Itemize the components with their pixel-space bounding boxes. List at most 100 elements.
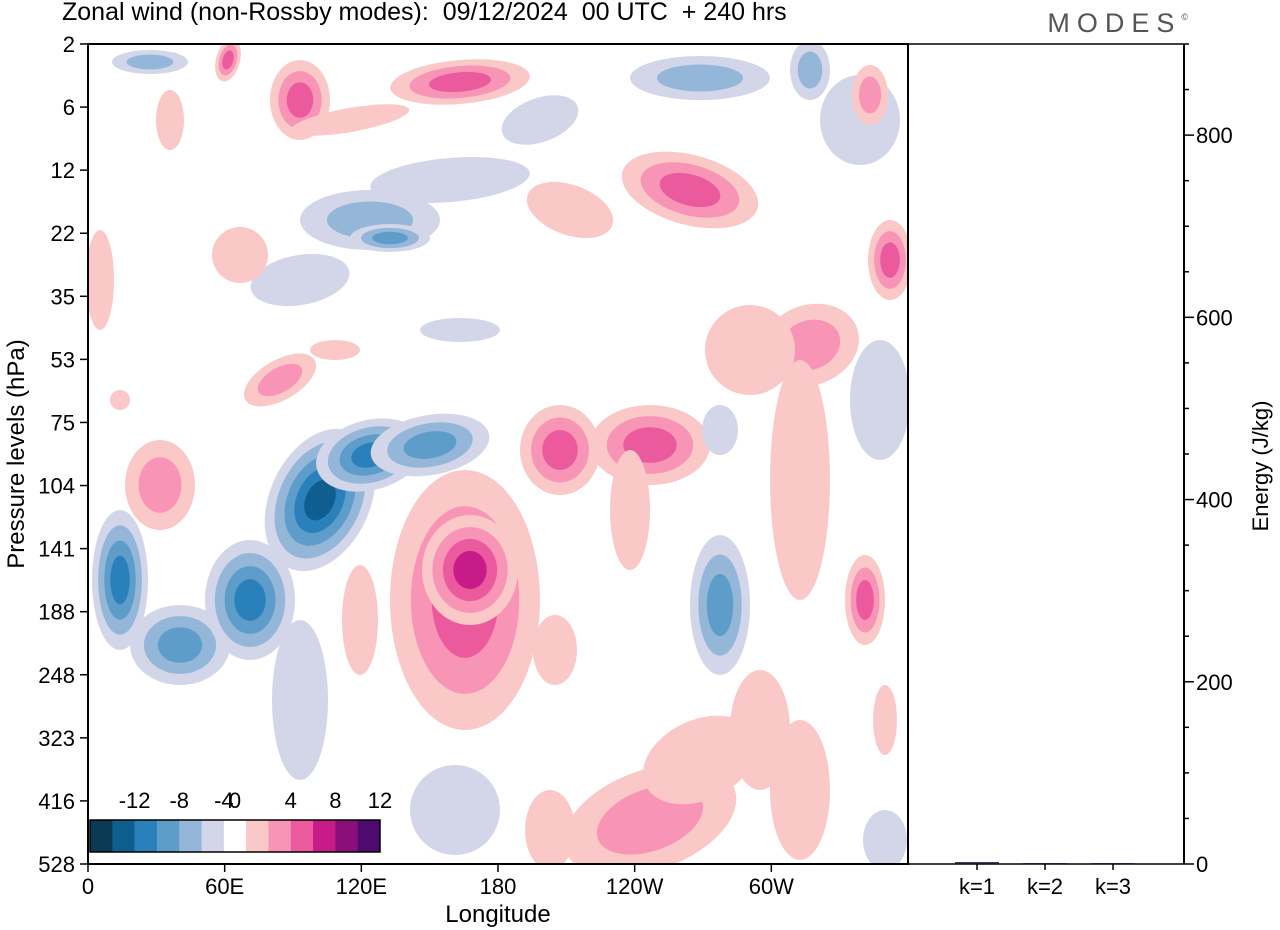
energy-category-label: k=1: [959, 874, 995, 899]
wind-contour-1-2: [222, 50, 234, 70]
x-tick-label: 120W: [606, 874, 664, 899]
wind-contour-46-0: [410, 765, 500, 855]
y-tick-label: 248: [38, 663, 75, 688]
wind-contour-3-0: [290, 104, 410, 136]
wind-contour-35-3: [453, 550, 487, 590]
y-axis-label: Pressure levels (hPa): [3, 339, 30, 568]
wind-contour-30-4: [304, 479, 336, 521]
colorbar-label: 4: [285, 788, 297, 813]
wind-contour-32-2: [403, 431, 457, 459]
x-axis-label: Longitude: [445, 901, 550, 928]
wind-contour-12-0: [156, 90, 184, 150]
wind-contour-26-1: [138, 457, 182, 513]
colorbar-label: 12: [368, 788, 392, 813]
wind-contour-51-0: [863, 810, 907, 864]
y-tick-label: 2: [63, 32, 75, 57]
x-tick-label: 120E: [336, 874, 387, 899]
y-tick-label: 141: [38, 537, 75, 562]
y-tick-label: 416: [38, 789, 75, 814]
wind-contour-2-2: [286, 82, 314, 118]
energy-tick-label: 0: [1196, 852, 1208, 877]
wind-contour-41-2: [706, 573, 734, 637]
colorbar-swatch: [223, 820, 247, 852]
wind-contour-17-0: [370, 157, 530, 203]
colorbar-swatch: [357, 820, 381, 852]
x-tick-label: 0: [82, 874, 94, 899]
y-tick-label: 104: [38, 474, 75, 499]
colorbar-label: 8: [329, 788, 341, 813]
colorbar-swatch: [179, 820, 203, 852]
energy-tick-label: 400: [1196, 488, 1233, 513]
wind-contour-15-2: [372, 231, 408, 245]
colorbar-swatch: [134, 820, 158, 852]
energy-category-label: k=2: [1027, 874, 1063, 899]
energy-category-label: k=3: [1095, 874, 1131, 899]
colorbar-label: -12: [119, 788, 151, 813]
wind-contour-28-2: [157, 627, 203, 663]
y-tick-label: 75: [51, 410, 75, 435]
colorbar-swatch: [290, 820, 314, 852]
colorbar-swatch: [201, 820, 225, 852]
colorbar-frame: [89, 819, 381, 853]
y-tick-label: 528: [38, 852, 75, 877]
colorbar: -12 -8 -40 4 8 12: [86, 780, 392, 858]
wind-contour-18-0: [212, 227, 268, 283]
wind-contour-49-0: [525, 790, 575, 864]
energy-tick-label: 600: [1196, 305, 1233, 330]
colorbar-label: 0: [229, 788, 241, 813]
wind-contour-29-3: [234, 579, 266, 621]
energy-bar: [1091, 863, 1135, 865]
colorbar-swatch: [156, 820, 180, 852]
x-tick-label: 180: [480, 874, 517, 899]
y-tick-label: 188: [38, 600, 75, 625]
chart-title: Zonal wind (non-Rossby modes): 09/12/202…: [62, 0, 787, 26]
wind-contour-10-2: [659, 172, 721, 208]
wind-contour-5-0: [501, 95, 579, 145]
wind-contour-33-0: [272, 620, 328, 780]
x-tick-label: 60W: [749, 874, 794, 899]
energy-bars: 0 200 400 600 800 Energy (J/kg) k=1 k=2 k=3: [908, 43, 1273, 899]
logo-mark: ©: [1181, 12, 1188, 22]
energy-axis-label: Energy (J/kg): [1248, 401, 1273, 532]
wind-contour-42-0: [770, 360, 830, 600]
y-tick-label: 53: [51, 347, 75, 372]
energy-bar: [1023, 863, 1067, 865]
x-tick-label: 60E: [205, 874, 244, 899]
wind-contour-7-1: [797, 51, 823, 89]
wind-contour-0-1: [126, 54, 174, 70]
wind-contour-9-1: [858, 76, 882, 114]
wind-contour-48-0: [643, 715, 757, 805]
zonal-wind-field: [88, 44, 908, 864]
energy-tick-label: 800: [1196, 123, 1233, 148]
colorbar-label: -4: [214, 788, 234, 813]
wind-contour-23-0: [310, 340, 360, 360]
wind-contour-43-2: [856, 580, 874, 620]
wind-contour-21-0: [420, 318, 500, 342]
colorbar-swatch: [90, 820, 113, 852]
wind-contour-22-1: [257, 363, 303, 397]
wind-contour-11-0: [526, 181, 614, 239]
wind-contour-25-0: [110, 390, 130, 410]
wind-contour-19-2: [880, 242, 900, 278]
logo-text: MODES: [1047, 8, 1182, 38]
colorbar-swatch: [335, 820, 359, 852]
y-tick-label: 12: [51, 158, 75, 183]
wind-contour-24-0: [850, 340, 908, 460]
wind-contour-44-0: [705, 305, 795, 395]
y-tick-label: 6: [63, 95, 75, 120]
wind-contour-27-3: [110, 555, 130, 605]
wind-contour-40-0: [610, 450, 650, 570]
colorbar-swatch: [268, 820, 292, 852]
energy-bar: [955, 862, 999, 864]
wind-contour-6-1: [656, 64, 744, 92]
modes-logo: MODES©: [1047, 8, 1188, 39]
wind-contour-52-0: [873, 685, 897, 755]
wind-contour-38-2: [542, 430, 578, 470]
colorbar-label: -8: [169, 788, 189, 813]
wind-contour-16-0: [250, 253, 350, 307]
energy-tick-label: 200: [1196, 670, 1233, 695]
colorbar-swatch: [246, 820, 269, 852]
y-tick-label: 35: [51, 284, 75, 309]
